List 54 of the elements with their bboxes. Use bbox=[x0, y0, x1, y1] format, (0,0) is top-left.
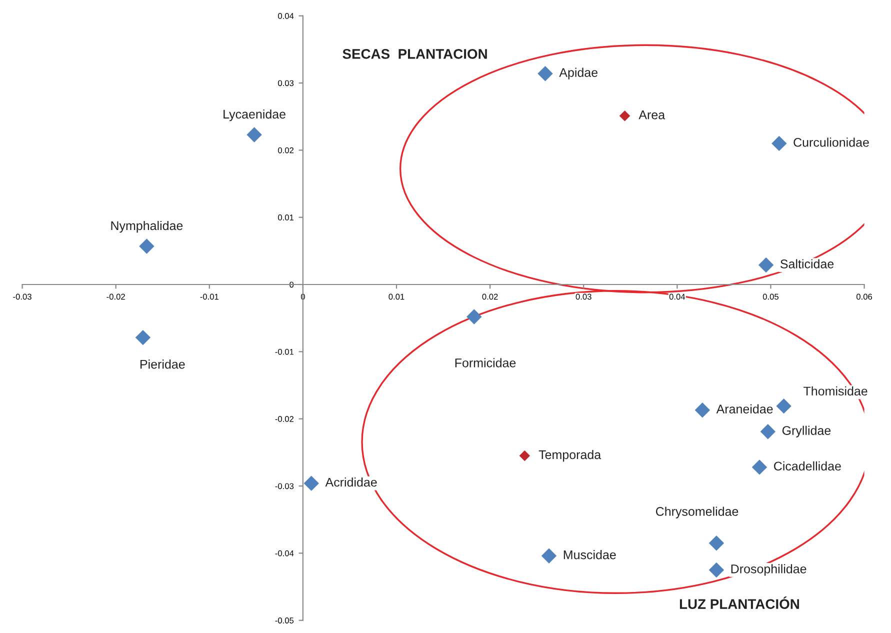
y-tick-label: -0.03 bbox=[275, 483, 294, 490]
y-tick-label: 0.03 bbox=[278, 80, 294, 86]
x-tick-label: -0.03 bbox=[13, 294, 32, 300]
x-tick-label: -0.02 bbox=[106, 294, 125, 300]
y-tick-label: -0.02 bbox=[275, 416, 294, 422]
x-tick-label: 0.05 bbox=[762, 294, 778, 300]
point bbox=[772, 136, 787, 152]
data-label: Thomisidae bbox=[804, 386, 868, 396]
data-label: Lycaenidae bbox=[224, 109, 286, 122]
data-label: Pieridae bbox=[140, 360, 185, 369]
point bbox=[139, 238, 154, 254]
data-label: Acrididae bbox=[325, 477, 377, 487]
data-label: Drosophilidae bbox=[731, 564, 806, 576]
data-label: Apidae bbox=[559, 68, 598, 80]
data-label: Curculionidae bbox=[794, 138, 869, 147]
x-tick-label: 0.02 bbox=[482, 294, 498, 300]
x-tick-label: 0.04 bbox=[669, 294, 686, 300]
x-tick-label: 0.03 bbox=[576, 294, 592, 300]
data-label: Nymphalidae bbox=[111, 220, 183, 233]
annotation: SECAS PLANTACION bbox=[342, 49, 487, 59]
data-label: Temporada bbox=[538, 450, 602, 462]
y-tick-label: -0.04 bbox=[275, 550, 294, 556]
data-label: Chrysomelidae bbox=[656, 506, 738, 518]
point bbox=[619, 110, 630, 122]
y-tick-label: 0.02 bbox=[278, 147, 294, 154]
y-tick-label: 0.01 bbox=[278, 214, 294, 220]
point bbox=[708, 562, 724, 578]
annotation: LUZ PLANTACIÓN bbox=[680, 596, 799, 609]
x-tick-label: -0.01 bbox=[200, 294, 218, 300]
point bbox=[694, 402, 710, 418]
point bbox=[135, 330, 151, 346]
point bbox=[304, 476, 319, 491]
data-label: Area bbox=[638, 110, 666, 120]
point bbox=[708, 535, 724, 551]
point bbox=[541, 548, 557, 564]
point bbox=[758, 257, 774, 273]
x-tick-label: 0.01 bbox=[388, 294, 404, 300]
data-label: Muscidae bbox=[564, 550, 616, 560]
data-label: Araneidae bbox=[716, 404, 773, 414]
point bbox=[519, 450, 530, 462]
point bbox=[760, 424, 776, 440]
y-tick-label: -0.01 bbox=[275, 348, 294, 355]
data-label: Cicadellidae bbox=[774, 461, 841, 471]
point bbox=[752, 460, 768, 475]
point bbox=[776, 398, 792, 414]
point bbox=[538, 66, 553, 82]
point bbox=[466, 309, 482, 324]
data-label: Salticidae bbox=[780, 259, 834, 268]
y-tick-label: -0.05 bbox=[275, 618, 294, 624]
x-tick-label: 0.06 bbox=[856, 294, 872, 300]
point bbox=[246, 127, 262, 142]
data-label: Gryllidae bbox=[782, 426, 831, 438]
y-tick-label: 0.04 bbox=[278, 13, 294, 19]
data-label: Formicidae bbox=[455, 358, 516, 368]
